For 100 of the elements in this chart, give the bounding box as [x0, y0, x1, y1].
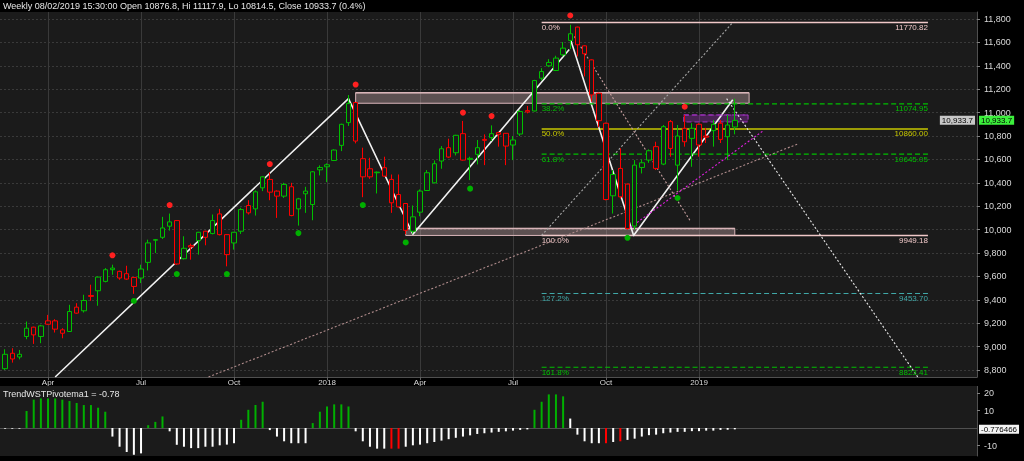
bar [662, 428, 665, 434]
bar [361, 428, 364, 442]
x-tick-label: Oct [599, 377, 614, 387]
candlestick [17, 349, 22, 360]
x-tick-label: Apr [413, 377, 427, 387]
candlestick [160, 216, 165, 240]
data-label: 9949.18 [899, 236, 929, 246]
candlestick [331, 148, 337, 162]
point [674, 195, 681, 202]
bar [254, 405, 257, 428]
bar [619, 428, 622, 442]
candlestick [289, 182, 294, 217]
bar [233, 428, 236, 444]
candlestick [60, 327, 65, 339]
candlestick [496, 131, 501, 148]
bar [318, 411, 321, 428]
candlestick [596, 92, 602, 128]
y-tick-label: 9,400 [984, 294, 1007, 305]
bar [397, 428, 400, 449]
bar [240, 419, 243, 428]
candlestick [188, 243, 194, 261]
bar [476, 428, 479, 434]
bar [469, 428, 472, 436]
candlestick [339, 123, 344, 152]
bar [705, 428, 708, 431]
candlestick [396, 174, 401, 208]
bar [483, 428, 486, 434]
x-tick-label: 2018 [318, 377, 337, 387]
bar [569, 418, 572, 428]
point [459, 109, 466, 116]
x-tick-label: Jul [507, 377, 519, 387]
candlestick [482, 133, 487, 166]
annotation: 10,933.7 [941, 115, 974, 125]
candlestick [682, 114, 687, 148]
y-tick-label: 9,800 [984, 247, 1007, 258]
candlestick [196, 231, 201, 256]
candlestick [324, 162, 330, 183]
point [295, 230, 302, 237]
bar [182, 428, 185, 447]
point [166, 202, 173, 209]
bar [433, 428, 436, 442]
candlestick [167, 213, 172, 232]
bar [454, 428, 457, 438]
y-tick-label: 10,200 [984, 201, 1012, 212]
bar [154, 421, 157, 428]
bar [605, 428, 608, 444]
candlestick [217, 208, 222, 236]
bar [411, 428, 414, 446]
bar [47, 398, 50, 428]
candlestick [446, 138, 451, 159]
candlestick [575, 26, 580, 57]
candlestick [668, 119, 673, 158]
candlestick [517, 109, 523, 137]
candlestick [303, 186, 308, 214]
bar [440, 428, 443, 441]
point [130, 297, 137, 304]
candlestick [625, 183, 630, 231]
candlestick [310, 170, 315, 221]
bar [125, 428, 128, 452]
point [467, 185, 474, 192]
bar [612, 428, 615, 442]
bar [218, 428, 221, 446]
candlestick [67, 304, 72, 333]
candlestick [260, 175, 265, 192]
candlestick [539, 67, 544, 82]
bar [640, 428, 643, 437]
bar [175, 428, 178, 445]
candlestick [618, 147, 623, 199]
candlestick [632, 159, 637, 231]
bar [533, 409, 536, 428]
series-label: 38.2% [541, 104, 565, 114]
bar [75, 402, 78, 428]
data-label: 10860.00 [894, 129, 929, 139]
bar [111, 428, 114, 437]
candlestick [74, 302, 79, 315]
y-tick-label: 8,800 [984, 364, 1007, 375]
x-tick-label: 2019 [690, 377, 709, 387]
y-tick-label: 10,600 [984, 154, 1012, 165]
candlestick [711, 119, 716, 148]
bar [283, 428, 286, 442]
point [359, 202, 366, 209]
bar [633, 428, 636, 439]
bar [347, 406, 350, 428]
bar [61, 399, 64, 428]
bar [554, 394, 557, 428]
series-label: 100.0% [541, 236, 569, 246]
bar [490, 428, 493, 433]
point [223, 271, 230, 278]
point [173, 271, 180, 278]
candlestick [403, 202, 408, 235]
bar [161, 416, 164, 428]
point [266, 161, 273, 168]
candlestick [525, 105, 530, 114]
point [352, 81, 359, 88]
y-tick-label: 9,200 [984, 318, 1007, 329]
candlestick [24, 321, 29, 340]
bar [39, 398, 42, 428]
candlestick [31, 326, 36, 345]
series-label: 0.0% [541, 22, 560, 32]
y-tick-label: -10 [984, 440, 998, 451]
